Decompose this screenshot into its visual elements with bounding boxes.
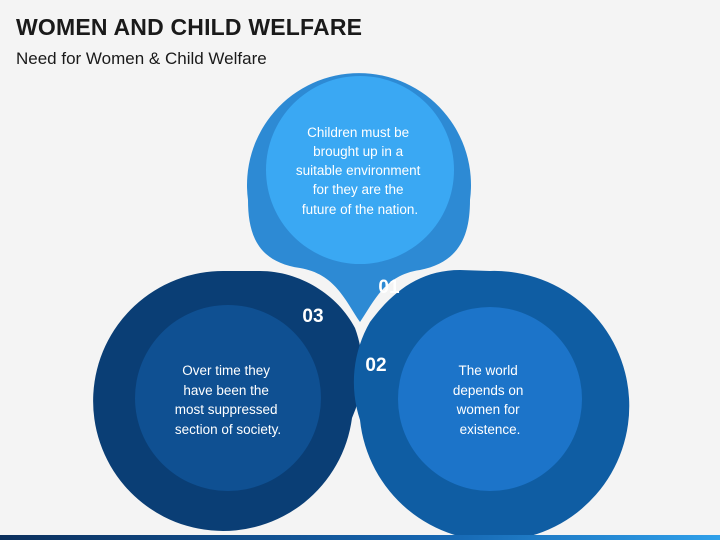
item-03-text: Over time they have been the most suppre…	[175, 363, 282, 437]
item-02-line: women for	[456, 402, 521, 417]
item-02-line: depends on	[453, 383, 524, 398]
item-02-text: The world depends on women for existence…	[453, 363, 527, 437]
item-03-line: section of society.	[175, 422, 281, 437]
item-03-line: Over time they	[182, 363, 270, 378]
item-01-line: Children must be	[307, 125, 409, 140]
item-02-line: The world	[458, 363, 517, 378]
item-01-inner-circle	[266, 76, 454, 264]
item-01-text: Children must be brought up in a suitabl…	[296, 125, 424, 217]
item-03-line: have been the	[183, 383, 269, 398]
item-02-line: existence.	[460, 422, 521, 437]
item-01-line: brought up in a	[313, 144, 404, 159]
item-03-line: most suppressed	[175, 402, 278, 417]
page-title: WOMEN AND CHILD WELFARE	[16, 14, 363, 40]
item-01-line: for they are the	[313, 182, 404, 197]
item-01-line: suitable environment	[296, 163, 421, 178]
item-01: 01 Children must be brought up in a suit…	[247, 73, 471, 322]
bottom-accent-bar	[0, 535, 720, 540]
page-subtitle: Need for Women & Child Welfare	[16, 49, 267, 68]
item-03: 03 Over time they have been the most sup…	[93, 270, 363, 531]
item-02: 02 The world depends on women for existe…	[353, 270, 630, 540]
item-02-number: 02	[365, 355, 386, 376]
item-02-inner-circle	[398, 307, 582, 491]
item-03-number: 03	[302, 306, 323, 327]
item-01-line: future of the nation.	[302, 202, 418, 217]
item-03-inner-circle	[135, 305, 321, 491]
item-01-number: 01	[378, 277, 400, 298]
